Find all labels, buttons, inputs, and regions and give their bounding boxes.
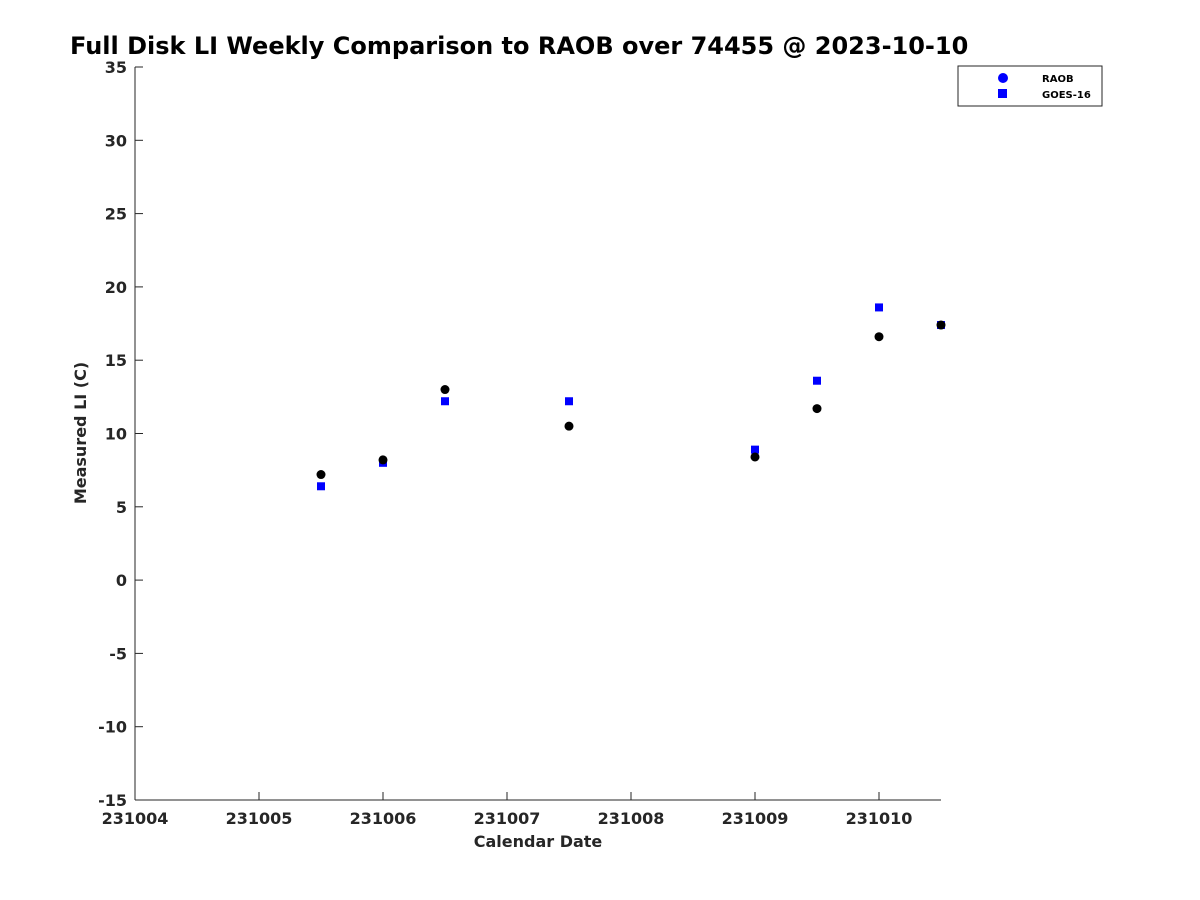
point-goes-16: [751, 445, 759, 454]
y-ticks: -15 -10 -5 0 5 10 15 20 25 30 35: [98, 58, 143, 810]
x-ticks: 231004 231005 231006 231007 231008 231009 2310…: [102, 792, 913, 828]
legend-box: [957, 65, 1103, 107]
chart-title: Full Disk LI Weekly Comparison to RAOB o…: [70, 32, 968, 60]
point-goes-16: [565, 397, 573, 406]
x-tick-label: 231006: [350, 809, 417, 828]
point-goes-16: [813, 376, 821, 385]
y-tick-label: -10: [98, 718, 127, 737]
x-tick-label: 231009: [722, 809, 789, 828]
y-tick-label: 10: [105, 425, 127, 444]
legend-marker-goes-16: [998, 89, 1007, 98]
point-raob: [378, 455, 388, 465]
point-goes-16: [875, 303, 883, 312]
legend-label-raob: RAOB: [1042, 74, 1074, 85]
y-tick-label: 20: [105, 278, 127, 297]
point-goes-16: [441, 397, 449, 406]
point-goes-16: [317, 482, 325, 491]
y-tick-label: 30: [105, 131, 127, 150]
point-raob: [564, 421, 574, 431]
point-raob: [750, 452, 760, 462]
point-raob: [812, 404, 822, 414]
y-tick-label: -15: [98, 791, 127, 810]
legend-marker-raob: [998, 73, 1008, 83]
point-raob: [874, 332, 884, 342]
x-tick-label: 231004: [102, 809, 169, 828]
y-tick-label: 15: [105, 351, 127, 370]
y-axis-label: Measured LI (C): [71, 362, 90, 504]
x-tick-label: 231010: [846, 809, 913, 828]
y-tick-label: 5: [116, 498, 127, 517]
point-raob: [316, 470, 326, 480]
point-raob: [440, 385, 450, 395]
y-tick-label: -5: [109, 644, 127, 663]
data-points: [316, 303, 946, 491]
point-raob: [936, 320, 946, 330]
x-tick-label: 231008: [598, 809, 665, 828]
x-tick-label: 231005: [226, 809, 293, 828]
y-tick-label: 0: [116, 571, 127, 590]
axes: [134, 67, 941, 801]
legend-label-goes-16: GOES-16: [1042, 90, 1091, 101]
y-tick-label: 35: [105, 58, 127, 77]
x-axis-label: Calendar Date: [474, 832, 603, 851]
legend: RAOB GOES-16: [957, 65, 1103, 107]
y-tick-label: 25: [105, 205, 127, 224]
x-tick-label: 231007: [474, 809, 541, 828]
